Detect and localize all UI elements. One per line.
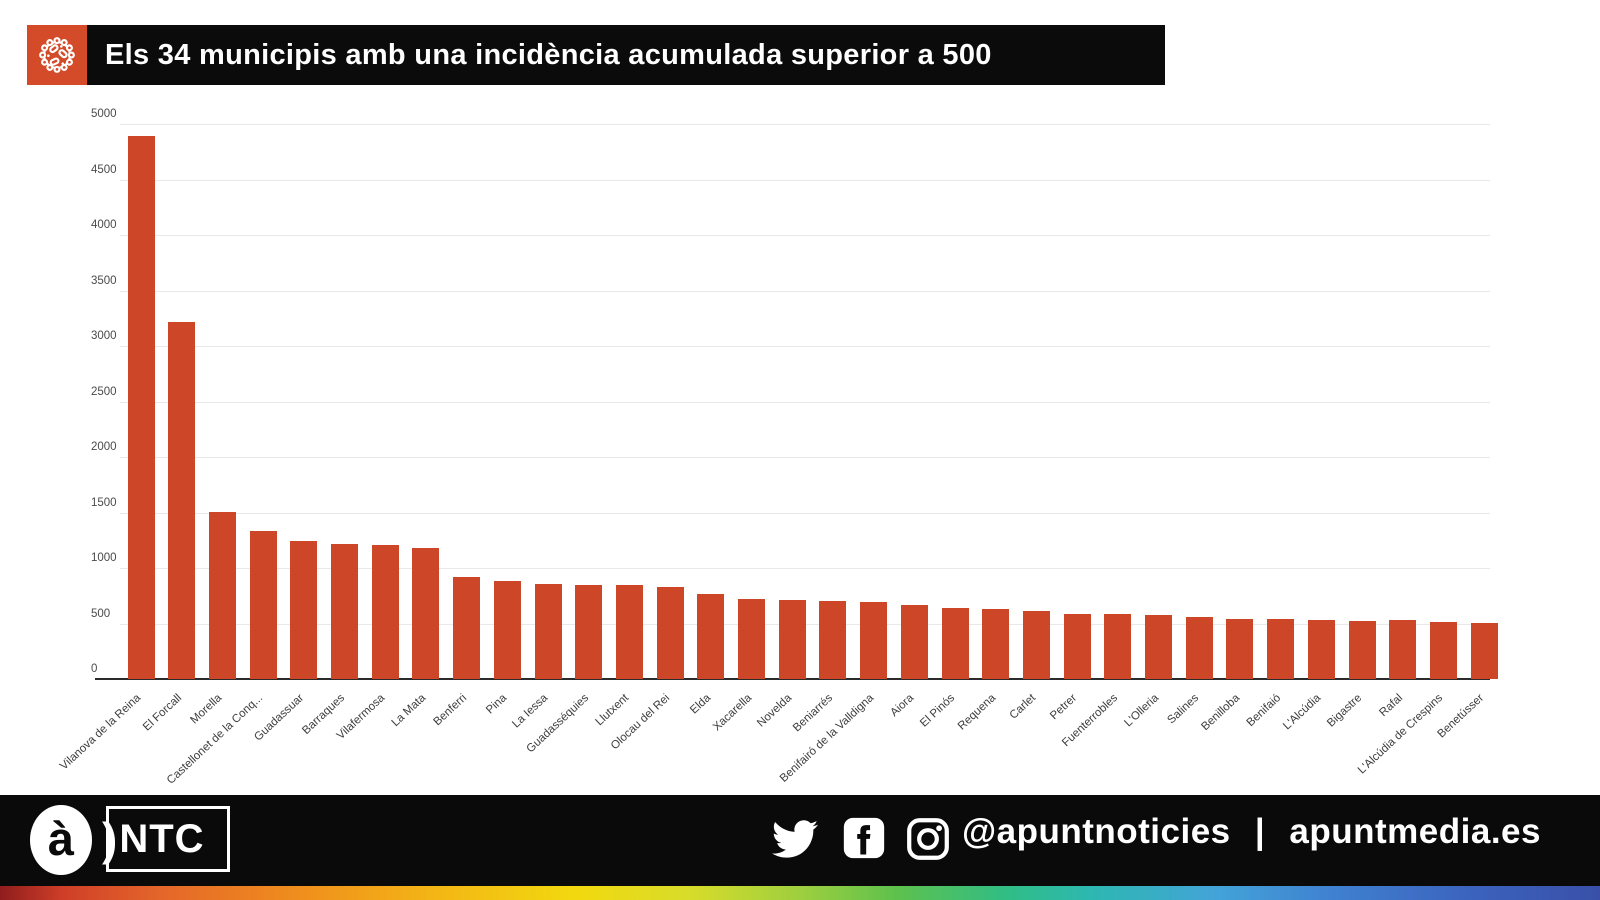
bar xyxy=(860,602,888,679)
bar xyxy=(331,544,358,679)
bar xyxy=(168,321,196,679)
bar-chart: 0 500 1000 1500 2000 2500 3000 3500 4000 4500 5000… xyxy=(58,108,1498,787)
website: apuntmedia.es xyxy=(1289,812,1541,851)
bar xyxy=(941,607,969,679)
y-axis-tick-label: 2500 xyxy=(91,385,117,398)
y-axis-tick-label: 1000 xyxy=(91,552,117,564)
y-axis-tick-label: 0 xyxy=(91,663,98,675)
instagram-icon xyxy=(905,816,951,862)
y-axis-tick-label: 4000 xyxy=(91,219,117,231)
gridline xyxy=(120,457,1490,458)
gridline xyxy=(120,179,1490,181)
gridline xyxy=(120,512,1490,514)
twitter-icon xyxy=(772,816,819,862)
bar xyxy=(778,600,806,679)
bar xyxy=(1348,620,1376,679)
bar xyxy=(1145,615,1172,679)
bar xyxy=(1470,622,1498,679)
separator: | xyxy=(1254,812,1266,851)
footer-handle-line: @apuntnoticies | apuntmedia.es xyxy=(962,812,1541,852)
header-bar: Els 34 municipis amb una incidència acum… xyxy=(27,25,1165,85)
rainbow-strip xyxy=(0,886,1600,900)
bar xyxy=(1267,619,1295,679)
facebook-icon xyxy=(842,816,888,862)
gridline xyxy=(120,346,1490,347)
gridline xyxy=(120,568,1490,569)
gridline xyxy=(120,235,1490,236)
bar xyxy=(738,598,765,679)
bar xyxy=(208,511,236,679)
bar xyxy=(493,580,521,679)
y-axis-tick-label: 3000 xyxy=(91,330,117,342)
y-axis-tick-label: 500 xyxy=(91,607,111,620)
bar xyxy=(982,609,1010,679)
y-axis-tick-label: 1500 xyxy=(91,496,117,509)
y-axis-tick-label: 3500 xyxy=(91,274,117,287)
ntc-logo: ) NTC xyxy=(102,806,230,872)
bar xyxy=(249,531,277,679)
ntc-label: NTC xyxy=(119,816,205,861)
bar xyxy=(1185,617,1213,679)
bar xyxy=(1389,620,1417,679)
ntc-paren: ) xyxy=(102,813,118,865)
bar xyxy=(453,576,481,679)
bar xyxy=(371,545,399,679)
page-title: Els 34 municipis amb una incidència acum… xyxy=(105,38,992,71)
gridline xyxy=(120,401,1490,403)
bar xyxy=(1307,619,1335,679)
bar xyxy=(412,548,440,679)
bar xyxy=(1022,610,1050,679)
bar xyxy=(697,594,725,679)
bar xyxy=(534,583,562,679)
bar xyxy=(656,586,684,679)
bar xyxy=(127,136,155,679)
bar xyxy=(290,541,318,679)
bar xyxy=(819,600,847,679)
bar xyxy=(1429,621,1457,679)
social-handle: @apuntnoticies xyxy=(962,812,1231,851)
bar xyxy=(1063,613,1091,679)
y-axis-tick-label: 2000 xyxy=(91,441,117,453)
bar xyxy=(1104,613,1132,679)
gridline xyxy=(120,124,1490,125)
bar xyxy=(900,605,928,679)
bar xyxy=(1226,618,1254,679)
x-axis-line xyxy=(95,678,1490,680)
apunt-logo-letter: à xyxy=(47,811,75,865)
bar xyxy=(575,585,603,679)
virus-icon xyxy=(27,25,87,85)
bar xyxy=(615,585,643,679)
y-axis-tick-label: 4500 xyxy=(91,163,117,176)
apunt-logo: à xyxy=(30,805,92,875)
gridline xyxy=(120,290,1490,292)
y-axis-tick-label: 5000 xyxy=(91,108,117,120)
